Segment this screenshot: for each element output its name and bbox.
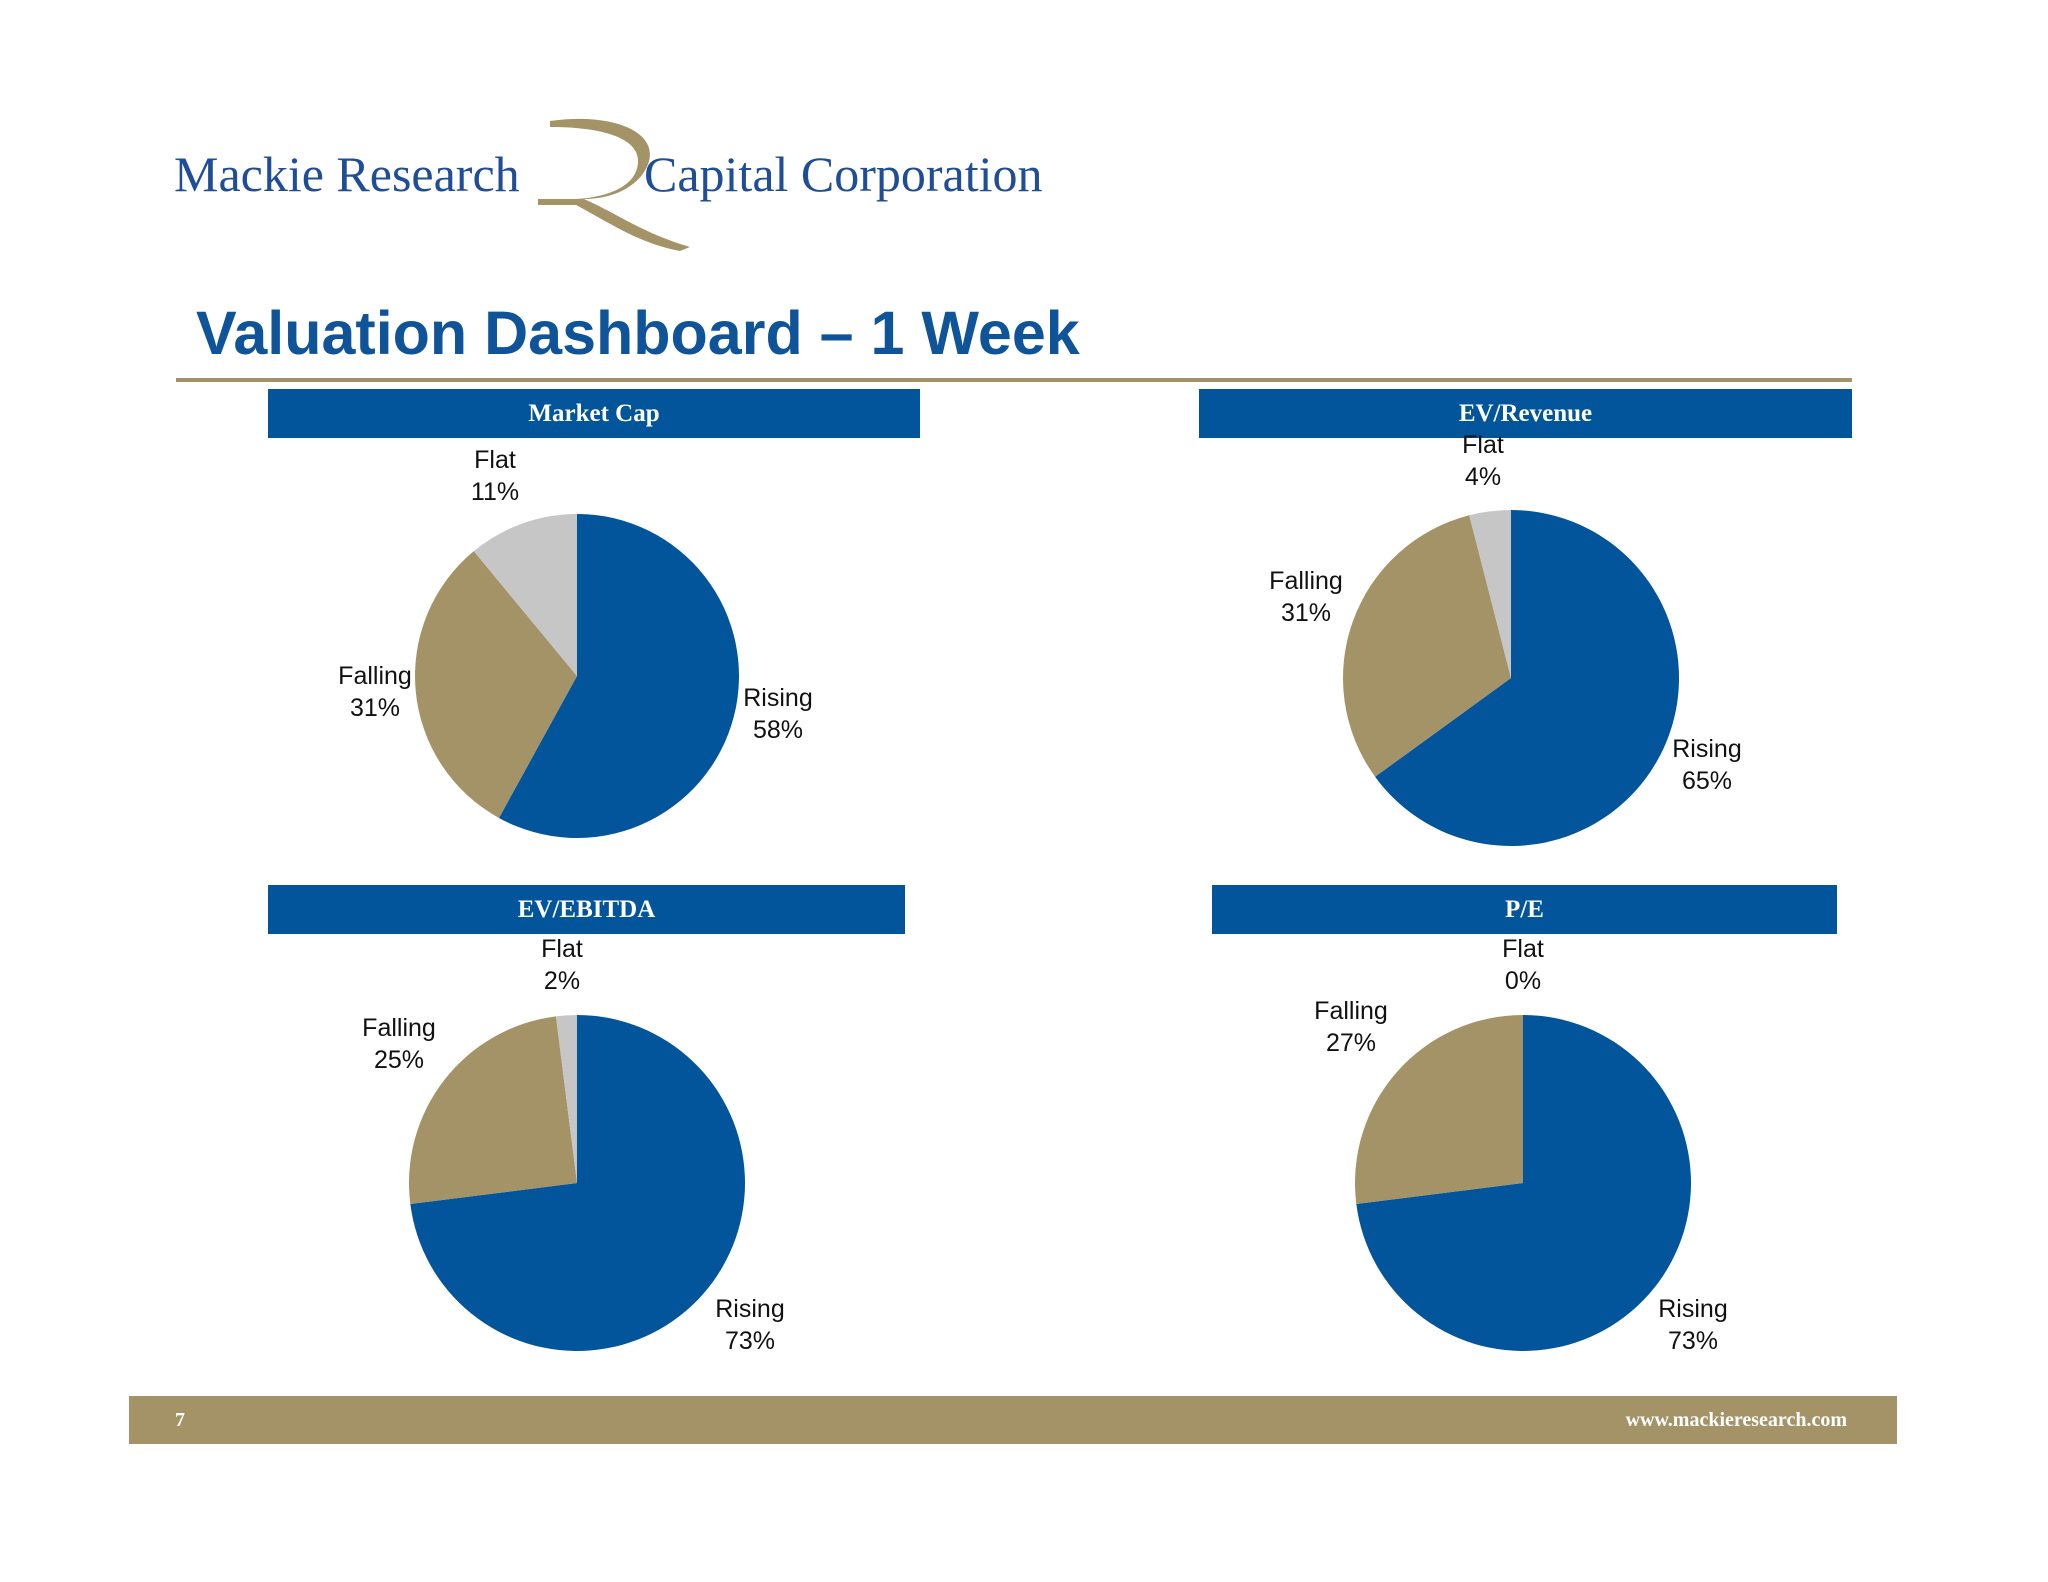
slice-value-falling: 25% (374, 1046, 424, 1074)
slice-label-flat: Flat (474, 446, 516, 474)
slice-label-flat: Flat (1502, 935, 1544, 963)
slice-value-rising: 73% (1668, 1327, 1718, 1355)
slice-value-rising: 58% (753, 716, 803, 744)
page-number: 7 (175, 1409, 185, 1431)
pie-slice-rising (1356, 1015, 1692, 1352)
slice-value-falling: 31% (350, 694, 400, 722)
chart-header-ev-revenue: EV/Revenue (1199, 389, 1852, 438)
slice-value-falling: 31% (1281, 599, 1331, 627)
slice-label-rising: Rising (1672, 735, 1741, 763)
slice-label-flat: Flat (541, 935, 583, 963)
slice-label-rising: Rising (715, 1295, 784, 1323)
slice-label-falling: Falling (362, 1014, 436, 1042)
pie-slice-flat (555, 1015, 577, 1183)
logo-text-left: Mackie Research (174, 146, 520, 202)
pie-slice-flat (473, 514, 577, 676)
r-logo-mark-icon (538, 118, 690, 251)
slice-label-rising: Rising (1658, 1295, 1727, 1323)
logo-text-right: Capital Corporation (644, 146, 1043, 202)
slice-label-falling: Falling (1269, 567, 1343, 595)
website-url[interactable]: www.mackieresearch.com (1625, 1409, 1847, 1431)
page-title: Valuation Dashboard – 1 Week (196, 299, 1080, 367)
slice-value-falling: 27% (1326, 1029, 1376, 1057)
title-divider (176, 378, 1852, 382)
slice-value-flat: 0% (1505, 967, 1541, 995)
pie-slice-falling (414, 551, 577, 818)
chart-header-market-cap: Market Cap (268, 389, 920, 438)
pie-slice-rising (410, 1015, 746, 1352)
pie-slice-falling (1343, 515, 1511, 777)
pie-slice-rising (1375, 510, 1680, 846)
pie-slice-rising (498, 514, 740, 838)
pie-chart-ev-ebitda: Rising 73% Falling 25% Flat 2% (362, 935, 785, 1355)
slice-value-flat: 2% (544, 967, 580, 995)
slice-label-falling: Falling (338, 662, 412, 690)
slice-value-flat: 11% (471, 478, 519, 506)
slice-label-falling: Falling (1314, 997, 1388, 1025)
chart-header-ev-ebitda: EV/EBITDA (268, 885, 905, 934)
slice-value-rising: 73% (725, 1327, 775, 1355)
pie-chart-market-cap: Rising 58% Falling 31% Flat 11% (338, 446, 813, 838)
slice-label-rising: Rising (743, 684, 812, 712)
slice-value-rising: 65% (1682, 767, 1732, 795)
chart-header-pe: P/E (1212, 885, 1837, 934)
company-logo: Mackie Research Capital Corporation (170, 115, 1070, 255)
pie-slice-falling (1355, 1015, 1523, 1205)
pie-slice-falling (408, 1016, 577, 1205)
pie-slice-flat (1469, 510, 1511, 678)
pie-chart-p-e: Rising 73% Falling 27% Flat 0% (1314, 935, 1728, 1355)
slice-value-flat: 4% (1465, 463, 1501, 491)
footer-bar: 7 www.mackieresearch.com (129, 1396, 1897, 1444)
